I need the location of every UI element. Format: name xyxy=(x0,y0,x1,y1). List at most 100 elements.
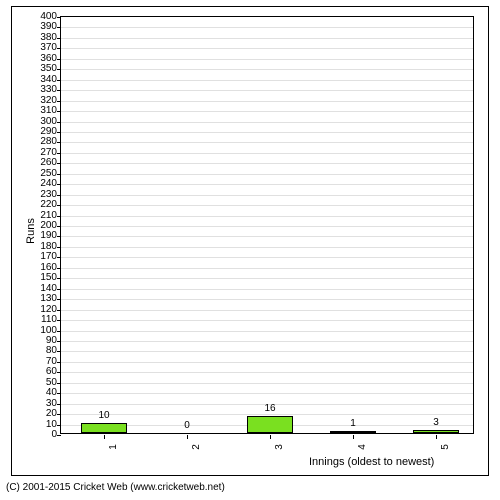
gridline xyxy=(61,142,473,143)
bar-value-label: 0 xyxy=(184,420,190,431)
y-tick-label: 290 xyxy=(40,127,57,137)
y-tick-label: 50 xyxy=(46,378,57,388)
y-tick-label: 350 xyxy=(40,64,57,74)
bar-value-label: 3 xyxy=(433,417,439,428)
y-tick-mark xyxy=(57,205,61,206)
gridline xyxy=(61,132,473,133)
gridline xyxy=(61,310,473,311)
y-tick-label: 110 xyxy=(41,315,57,325)
y-tick-mark xyxy=(57,351,61,352)
y-tick-mark xyxy=(57,142,61,143)
gridline xyxy=(61,331,473,332)
y-tick-mark xyxy=(57,268,61,269)
y-tick-mark xyxy=(57,404,61,405)
y-tick-label: 270 xyxy=(40,148,57,158)
gridline xyxy=(61,278,473,279)
y-tick-label: 250 xyxy=(40,169,57,179)
y-tick-mark xyxy=(57,331,61,332)
gridline xyxy=(61,111,473,112)
y-tick-mark xyxy=(57,195,61,196)
y-tick-mark xyxy=(57,236,61,237)
y-tick-mark xyxy=(57,414,61,415)
y-tick-label: 80 xyxy=(46,346,57,356)
y-tick-label: 300 xyxy=(40,117,57,127)
y-tick-label: 340 xyxy=(40,75,57,85)
y-tick-mark xyxy=(57,38,61,39)
y-tick-mark xyxy=(57,383,61,384)
gridline xyxy=(61,226,473,227)
gridline xyxy=(61,205,473,206)
gridline xyxy=(61,90,473,91)
x-tick-label: 4 xyxy=(357,444,368,450)
y-tick-label: 30 xyxy=(46,399,57,409)
gridline xyxy=(61,351,473,352)
bar-value-label: 10 xyxy=(98,410,109,421)
y-tick-label: 10 xyxy=(46,420,57,430)
y-tick-mark xyxy=(57,27,61,28)
gridline xyxy=(61,236,473,237)
y-tick-label: 100 xyxy=(40,326,57,336)
gridline xyxy=(61,247,473,248)
gridline xyxy=(61,257,473,258)
x-tick-mark xyxy=(436,435,437,439)
x-axis-title: Innings (oldest to newest) xyxy=(309,456,434,468)
y-tick-mark xyxy=(57,278,61,279)
y-tick-mark xyxy=(57,101,61,102)
y-tick-mark xyxy=(57,90,61,91)
gridline xyxy=(61,69,473,70)
gridline xyxy=(61,383,473,384)
x-tick-mark xyxy=(270,435,271,439)
gridline xyxy=(61,299,473,300)
y-tick-mark xyxy=(57,69,61,70)
gridline xyxy=(61,393,473,394)
gridline xyxy=(61,184,473,185)
y-tick-label: 220 xyxy=(40,200,57,210)
copyright-text: (C) 2001-2015 Cricket Web (www.cricketwe… xyxy=(6,482,225,493)
bar xyxy=(81,423,127,433)
gridline xyxy=(61,174,473,175)
y-tick-mark xyxy=(57,132,61,133)
gridline xyxy=(61,268,473,269)
plot-area: 0102030405060708090100110120130140150160… xyxy=(60,16,474,434)
y-tick-mark xyxy=(57,216,61,217)
gridline xyxy=(61,216,473,217)
x-tick-label: 5 xyxy=(440,444,451,450)
gridline xyxy=(61,320,473,321)
x-tick-mark xyxy=(353,435,354,439)
y-tick-label: 280 xyxy=(40,137,57,147)
y-tick-label: 230 xyxy=(40,190,57,200)
y-tick-label: 130 xyxy=(40,294,57,304)
y-tick-label: 150 xyxy=(40,273,57,283)
y-tick-label: 170 xyxy=(40,252,57,262)
y-tick-label: 190 xyxy=(40,231,57,241)
y-tick-label: 90 xyxy=(46,336,57,346)
y-tick-mark xyxy=(57,17,61,18)
x-tick-label: 1 xyxy=(108,444,119,450)
y-tick-label: 380 xyxy=(40,33,57,43)
gridline xyxy=(61,195,473,196)
y-tick-label: 70 xyxy=(46,357,57,367)
y-tick-mark xyxy=(57,59,61,60)
bar xyxy=(413,430,459,433)
gridline xyxy=(61,341,473,342)
y-tick-mark xyxy=(57,310,61,311)
y-tick-label: 60 xyxy=(46,367,57,377)
y-tick-label: 210 xyxy=(40,211,57,221)
y-tick-label: 370 xyxy=(40,43,57,53)
y-tick-label: 260 xyxy=(40,158,57,168)
y-tick-label: 390 xyxy=(40,22,57,32)
y-tick-label: 330 xyxy=(40,85,57,95)
y-tick-label: 240 xyxy=(40,179,57,189)
y-tick-mark xyxy=(57,257,61,258)
bar xyxy=(330,431,376,433)
y-tick-label: 320 xyxy=(40,96,57,106)
y-tick-mark xyxy=(57,80,61,81)
y-tick-label: 120 xyxy=(40,305,57,315)
gridline xyxy=(61,163,473,164)
gridline xyxy=(61,289,473,290)
gridline xyxy=(61,153,473,154)
y-tick-label: 400 xyxy=(40,12,57,22)
y-tick-mark xyxy=(57,122,61,123)
y-tick-label: 360 xyxy=(40,54,57,64)
y-axis-title: Runs xyxy=(25,218,37,244)
